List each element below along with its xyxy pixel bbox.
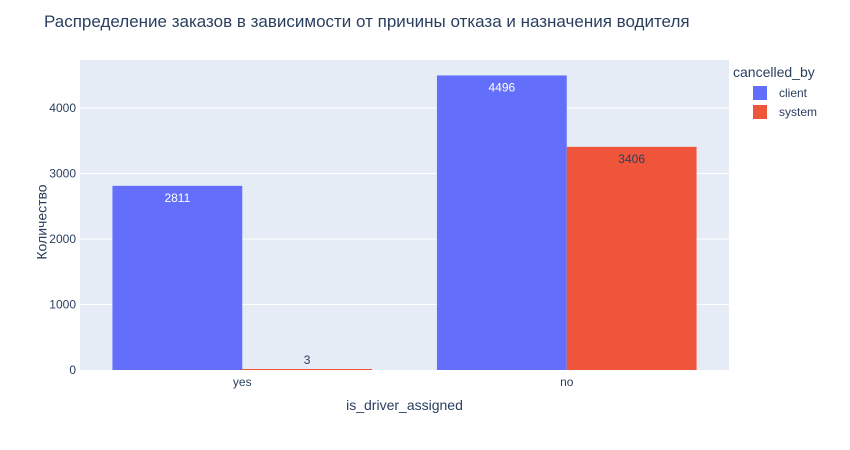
legend-item-system[interactable]: system [753,104,817,120]
data-label: 3406 [618,152,645,166]
bar-client-yes [112,185,243,370]
bar-system-no [566,146,697,370]
y-tick-label: 1000 [49,297,76,311]
legend-label-system: system [779,105,818,119]
x-tick-label: no [560,375,574,389]
legend-swatch-system [753,105,767,119]
legend-item-client[interactable]: client [753,85,807,101]
chart-title: Распределение заказов в зависимости от п… [44,12,690,31]
y-tick-label: 2000 [49,232,76,246]
data-label: 4496 [488,80,515,94]
y-tick-label: 4000 [49,101,76,115]
data-label: 3 [304,353,311,367]
legend-label-client: client [779,86,808,100]
y-tick-label: 3000 [49,166,76,180]
bar-system-yes [242,369,373,370]
legend-title: cancelled_by [733,64,815,80]
y-tick-label: 0 [69,363,76,377]
y-axis-title: Количество [33,184,50,260]
bar-client-no [436,75,567,370]
data-label: 2811 [164,191,190,205]
x-axis-title: is_driver_assigned [346,397,463,413]
x-tick-label: yes [233,375,252,389]
legend-swatch-client [753,86,767,100]
